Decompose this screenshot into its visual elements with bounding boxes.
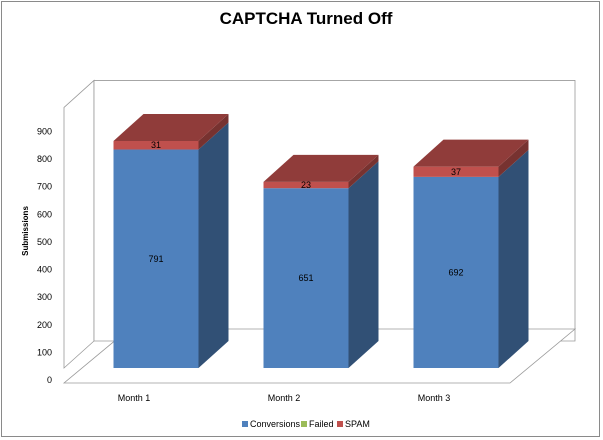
y-tick-label: 300 <box>37 292 52 302</box>
x-tick-label: Month 3 <box>418 393 451 403</box>
y-tick-label: 400 <box>37 265 52 275</box>
bar-segment: 37 <box>413 139 529 177</box>
data-label: 692 <box>448 267 463 277</box>
legend-swatch <box>242 421 248 427</box>
bar-side <box>498 149 529 368</box>
bar-side <box>198 113 229 150</box>
y-tick-label: 700 <box>37 182 52 192</box>
legend-item: SPAM <box>337 419 370 429</box>
bar-top <box>113 113 229 141</box>
bar-top <box>263 154 379 182</box>
bar-segment: 23 <box>263 154 379 190</box>
chart-title: CAPTCHA Turned Off <box>220 9 393 28</box>
y-tick-label: 900 <box>37 126 52 136</box>
data-label: 23 <box>301 180 311 190</box>
bar-front <box>263 181 349 189</box>
data-label: 651 <box>298 273 313 283</box>
y-tick-label: 600 <box>37 209 52 219</box>
data-label: 31 <box>151 140 161 150</box>
data-label: 37 <box>451 167 461 177</box>
y-axis: 0 100 200 300 400 500 600 700 800 900 <box>37 126 52 385</box>
y-tick-label: 500 <box>37 237 52 247</box>
legend: Conversions Failed SPAM <box>242 419 370 429</box>
bar-top <box>413 139 529 167</box>
legend-item: Failed <box>301 419 334 429</box>
x-axis: Month 1 Month 2 Month 3 <box>118 393 451 403</box>
side-wall <box>63 79 95 369</box>
legend-label: Failed <box>309 419 334 429</box>
bar-front <box>113 149 199 368</box>
legend-item: Conversions <box>242 419 301 429</box>
y-tick-label: 100 <box>37 347 52 357</box>
data-label: 791 <box>148 254 163 264</box>
bars: 791 31 651 23 692 37 <box>113 113 529 368</box>
legend-label: SPAM <box>345 419 370 429</box>
bar-side <box>198 122 229 368</box>
bar-side <box>498 139 529 177</box>
bar-segment: 692 <box>413 149 529 368</box>
legend-swatch <box>301 421 307 427</box>
x-tick-label: Month 2 <box>268 393 301 403</box>
y-tick-label: 0 <box>47 375 52 385</box>
legend-swatch <box>337 421 343 427</box>
y-axis-label: Submissions <box>21 206 30 256</box>
y-tick-label: 200 <box>37 320 52 330</box>
y-tick-label: 800 <box>37 154 52 164</box>
bar-front <box>263 188 349 368</box>
bar-front <box>413 176 499 368</box>
bar-side <box>348 154 379 189</box>
bar-front <box>413 166 499 177</box>
legend-label: Conversions <box>250 419 301 429</box>
bar-segment: 791 <box>113 122 229 368</box>
x-tick-label: Month 1 <box>118 393 151 403</box>
bar-front <box>113 140 199 150</box>
bar-segment: 31 <box>113 113 229 150</box>
bar-segment: 651 <box>263 161 379 368</box>
bar-side <box>348 161 379 368</box>
